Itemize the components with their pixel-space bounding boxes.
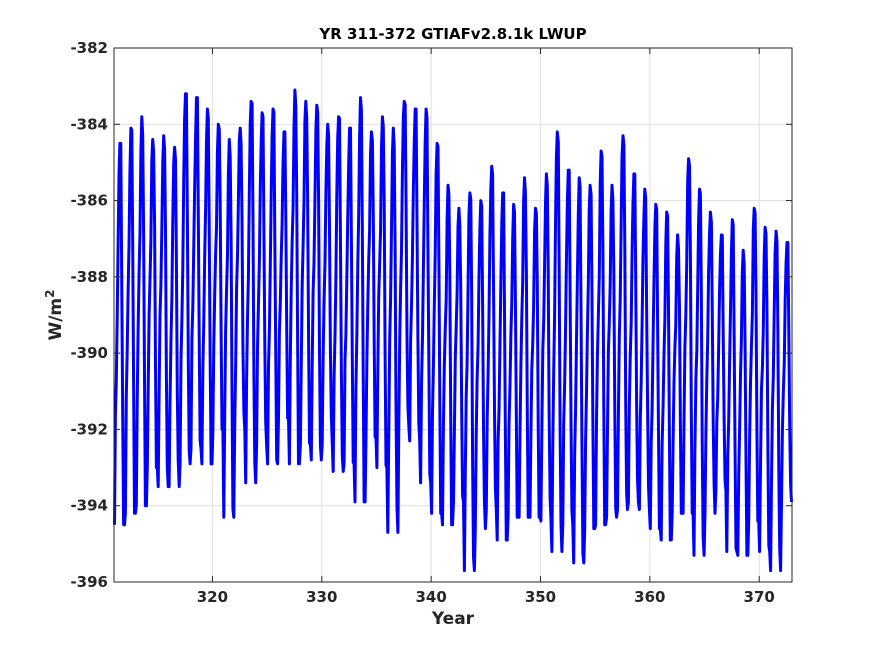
y-tick-label: -386 [70,192,108,210]
data-layer [113,88,793,573]
y-tick-label: -388 [70,268,108,286]
x-tick-label: 350 [525,588,556,606]
y-axis-title-exponent: 2 [43,289,57,297]
y-tick-label: -396 [70,573,108,591]
y-tick-label: -382 [70,39,108,57]
ticks: 320 330 340 350 360 370 -396 -394 -392 -390 -388 -3… [70,39,792,606]
x-tick-label: 330 [306,588,337,606]
y-tick-label: -384 [70,115,108,133]
series-line [113,88,793,573]
y-axis-title-base: W/m [46,298,66,341]
axes-box [113,47,793,583]
y-tick-label: -392 [70,420,108,438]
x-tick-label: 360 [634,588,665,606]
x-tick-label: 370 [744,588,775,606]
x-tick-label: 320 [197,588,228,606]
y-tick-label: -394 [70,497,108,515]
x-axis-title: Year [431,609,475,629]
y-axis-title: W/m2 [43,289,66,340]
chart-title: YR 311-372 GTIAFv2.8.1k LWUP [318,25,586,43]
x-tick-label: 340 [415,588,446,606]
y-tick-label: -390 [70,344,108,362]
